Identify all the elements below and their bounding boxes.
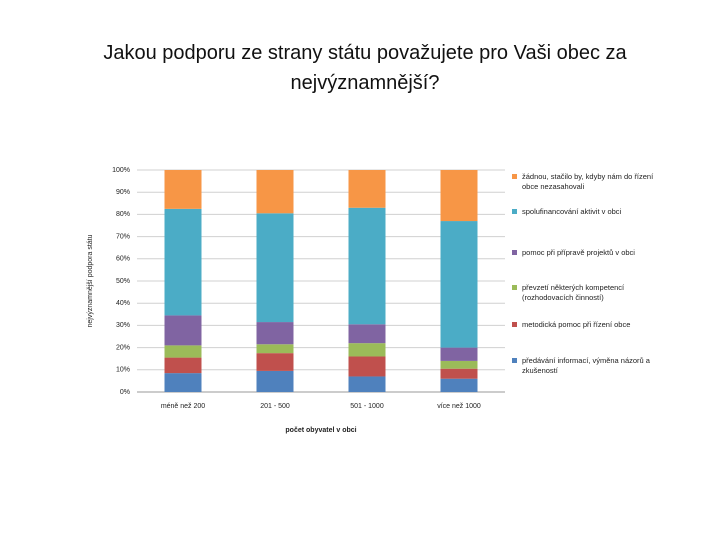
- bar-segment: [440, 368, 478, 379]
- bar-segment: [440, 360, 478, 369]
- bar-segment: [348, 324, 386, 344]
- y-tick-label: 20%: [116, 344, 130, 351]
- bar-segment: [256, 344, 294, 354]
- legend-entry: převzetí některých kompetencí (rozhodova…: [512, 283, 662, 303]
- bar-segment: [164, 345, 202, 358]
- x-tick-label: více než 1000: [437, 403, 481, 410]
- legend-entry: žádnou, stačilo by, kdyby nám do řízení …: [512, 172, 662, 192]
- x-tick-label: 501 - 1000: [350, 403, 384, 410]
- legend-label: převzetí některých kompetencí (rozhodova…: [522, 283, 625, 302]
- bar-segment: [440, 378, 478, 392]
- y-tick-label: 100%: [112, 167, 130, 174]
- bar-segment: [164, 315, 202, 346]
- legend-swatch: [512, 358, 517, 363]
- y-tick-label: 60%: [116, 256, 130, 263]
- bar-segment: [164, 208, 202, 316]
- bar-segment: [256, 213, 294, 323]
- y-axis-label: nejvýznamnější podpora státu: [87, 234, 94, 327]
- y-tick-label: 50%: [116, 278, 130, 285]
- legend-swatch: [512, 322, 517, 327]
- legend-swatch: [512, 285, 517, 290]
- legend-swatch: [512, 174, 517, 179]
- y-tick-label: 70%: [116, 233, 130, 240]
- y-tick-label: 0%: [120, 389, 130, 396]
- x-tick-label: méně než 200: [161, 403, 205, 410]
- bar-segment: [348, 207, 386, 325]
- legend-swatch: [512, 209, 517, 214]
- y-tick-label: 30%: [116, 322, 130, 329]
- bar-segment: [256, 170, 294, 214]
- bar-segment: [348, 343, 386, 357]
- bar-segment: [256, 322, 294, 345]
- bar-segment: [348, 170, 386, 208]
- bar-segment: [440, 170, 478, 222]
- legend-entry: pomoc při přípravě projektů v obci: [512, 248, 662, 258]
- legend-entry: předávání informací, výměna názorů a zku…: [512, 356, 662, 376]
- y-tick-label: 90%: [116, 189, 130, 196]
- legend-label: spolufinancování aktivit v obci: [522, 207, 622, 216]
- bar-segment: [440, 347, 478, 361]
- bar-segment: [348, 376, 386, 392]
- legend-entry: spolufinancování aktivit v obci: [512, 207, 662, 217]
- y-tick-label: 10%: [116, 367, 130, 374]
- legend-label: předávání informací, výměna názorů a zku…: [522, 356, 650, 375]
- legend-swatch: [512, 250, 517, 255]
- legend-label: pomoc při přípravě projektů v obci: [522, 248, 635, 257]
- chart-title: Jakou podporu ze strany státu považujete…: [103, 42, 627, 94]
- y-tick-label: 40%: [116, 300, 130, 307]
- bar-segment: [164, 373, 202, 392]
- legend-entry: metodická pomoc při řízení obce: [512, 320, 662, 330]
- legend-label: žádnou, stačilo by, kdyby nám do řízení …: [522, 172, 654, 191]
- bar-segment: [440, 221, 478, 348]
- bar-segment: [256, 370, 294, 392]
- bar-segment: [164, 357, 202, 374]
- bar-segment: [164, 170, 202, 209]
- bar-segment: [256, 353, 294, 371]
- x-tick-label: 201 - 500: [260, 403, 290, 410]
- bar-segment: [348, 356, 386, 377]
- legend-label: metodická pomoc při řízení obce: [522, 320, 631, 329]
- x-axis-label: počet obyvatel v obci: [285, 427, 356, 434]
- y-tick-label: 80%: [116, 211, 130, 218]
